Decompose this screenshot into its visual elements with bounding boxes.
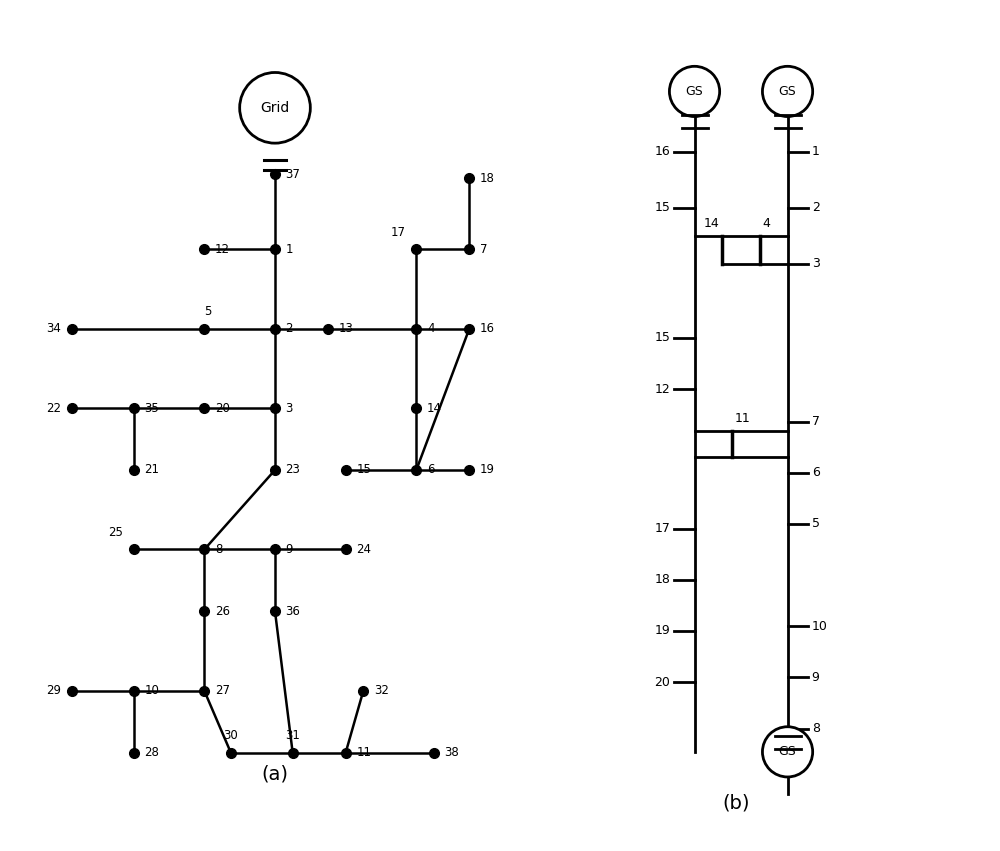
Text: 7: 7 [812,415,820,428]
Text: GS: GS [686,85,703,98]
Text: 12: 12 [215,243,230,255]
Text: 1: 1 [812,146,820,158]
Text: 14: 14 [704,217,720,230]
Text: 6: 6 [812,466,820,479]
Text: 15: 15 [654,331,670,345]
Circle shape [762,727,813,777]
Text: (a): (a) [262,764,288,784]
Text: 11: 11 [735,413,750,426]
Text: 38: 38 [445,746,459,759]
Text: 16: 16 [480,323,495,335]
Text: 7: 7 [480,243,487,255]
Text: 21: 21 [144,464,159,477]
Text: 2: 2 [812,201,820,214]
Text: 20: 20 [215,402,230,414]
Text: 15: 15 [654,201,670,214]
Text: 36: 36 [286,605,300,618]
Text: GS: GS [779,85,796,98]
Text: Grid: Grid [260,100,290,115]
Text: 1: 1 [286,243,293,255]
Text: 26: 26 [215,605,230,618]
Text: 25: 25 [108,526,123,539]
Text: 28: 28 [144,746,159,759]
Text: 31: 31 [285,729,300,742]
Text: 8: 8 [215,543,222,556]
Text: 19: 19 [655,625,670,637]
Text: 18: 18 [480,172,495,185]
Text: 22: 22 [46,402,61,414]
Text: 24: 24 [356,543,371,556]
Circle shape [669,66,720,117]
Text: 9: 9 [286,543,293,556]
Text: GS: GS [779,745,796,758]
Text: 9: 9 [812,671,820,684]
Text: 2: 2 [286,323,293,335]
Text: 34: 34 [46,323,61,335]
Text: 4: 4 [762,217,770,230]
Text: 3: 3 [286,402,293,414]
Text: 8: 8 [812,722,820,735]
Text: 17: 17 [391,226,406,238]
Text: 6: 6 [427,464,434,477]
Text: 19: 19 [480,464,495,477]
Text: 16: 16 [655,146,670,158]
Text: 12: 12 [655,383,670,396]
Text: 13: 13 [339,323,353,335]
Text: 23: 23 [286,464,300,477]
Text: (b): (b) [723,793,750,813]
Text: 10: 10 [812,620,828,633]
Text: 30: 30 [223,729,238,742]
Text: 3: 3 [812,257,820,270]
Text: 4: 4 [427,323,434,335]
Text: 32: 32 [374,684,389,697]
Text: 27: 27 [215,684,230,697]
Text: 10: 10 [144,684,159,697]
Text: 15: 15 [356,464,371,477]
Text: 5: 5 [204,305,212,318]
Text: 17: 17 [654,523,670,535]
Text: 18: 18 [654,574,670,586]
Text: 11: 11 [356,746,371,759]
Text: 5: 5 [812,517,820,530]
Text: 29: 29 [46,684,61,697]
Text: 20: 20 [654,676,670,688]
Text: 37: 37 [286,168,300,180]
Text: 35: 35 [144,402,159,414]
Text: 14: 14 [427,402,442,414]
Circle shape [240,72,310,143]
Circle shape [762,66,813,117]
